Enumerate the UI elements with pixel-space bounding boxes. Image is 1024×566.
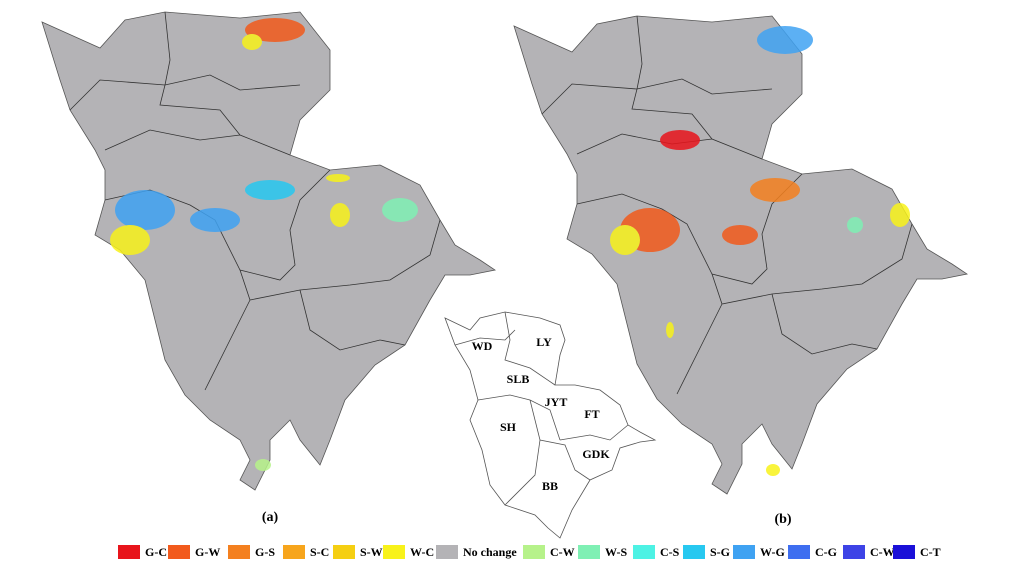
legend-label: G-C bbox=[145, 545, 167, 559]
legend-label: C-W bbox=[550, 545, 575, 559]
legend-swatch bbox=[383, 545, 405, 559]
legend-label: C-G bbox=[815, 545, 837, 559]
region-label: SLB bbox=[507, 372, 530, 386]
legend-swatch bbox=[168, 545, 190, 559]
change-patches-a bbox=[110, 18, 418, 471]
legend-swatch bbox=[893, 545, 915, 559]
legend-swatch bbox=[683, 545, 705, 559]
legend-swatch bbox=[118, 545, 140, 559]
legend-swatch bbox=[733, 545, 755, 559]
legend-swatch bbox=[228, 545, 250, 559]
legend-swatch bbox=[283, 545, 305, 559]
legend-label: C-Wa bbox=[870, 545, 900, 559]
region-label: GDK bbox=[582, 447, 610, 461]
legend-label: W-C bbox=[410, 545, 434, 559]
legend-label: G-W bbox=[195, 545, 220, 559]
legend-label: S-C bbox=[310, 545, 329, 559]
legend-label: C-S bbox=[660, 545, 680, 559]
legend-label: S-G bbox=[710, 545, 730, 559]
legend-swatch bbox=[333, 545, 355, 559]
inset-boundaries bbox=[454, 311, 629, 506]
legend-swatch bbox=[633, 545, 655, 559]
panel-label: (b) bbox=[774, 512, 791, 527]
change-patches-b bbox=[610, 26, 910, 476]
legend-label: W-G bbox=[760, 545, 785, 559]
map-a bbox=[41, 11, 496, 491]
region-label: JYT bbox=[545, 395, 568, 409]
legend-label: S-W bbox=[360, 545, 383, 559]
legend-swatch bbox=[788, 545, 810, 559]
region-label: SH bbox=[500, 420, 517, 434]
region-label: WD bbox=[472, 339, 493, 353]
legend: G-C G-W G-S S-C S-W W-C No change C-W W-S C-S S-G W… bbox=[118, 545, 941, 559]
legend-swatch bbox=[523, 545, 545, 559]
panel-label: (a) bbox=[262, 510, 279, 525]
legend-label: W-S bbox=[605, 545, 628, 559]
legend-label: No change bbox=[463, 545, 517, 559]
legend-label: C-T bbox=[920, 545, 941, 559]
inset-outline bbox=[444, 311, 657, 539]
legend-swatch bbox=[578, 545, 600, 559]
region-label: BB bbox=[542, 479, 558, 493]
region-label: FT bbox=[584, 407, 599, 421]
inset-map bbox=[444, 311, 657, 539]
legend-label: G-S bbox=[255, 545, 275, 559]
region-label: LY bbox=[536, 335, 552, 349]
legend-swatch bbox=[843, 545, 865, 559]
legend-swatch bbox=[436, 545, 458, 559]
